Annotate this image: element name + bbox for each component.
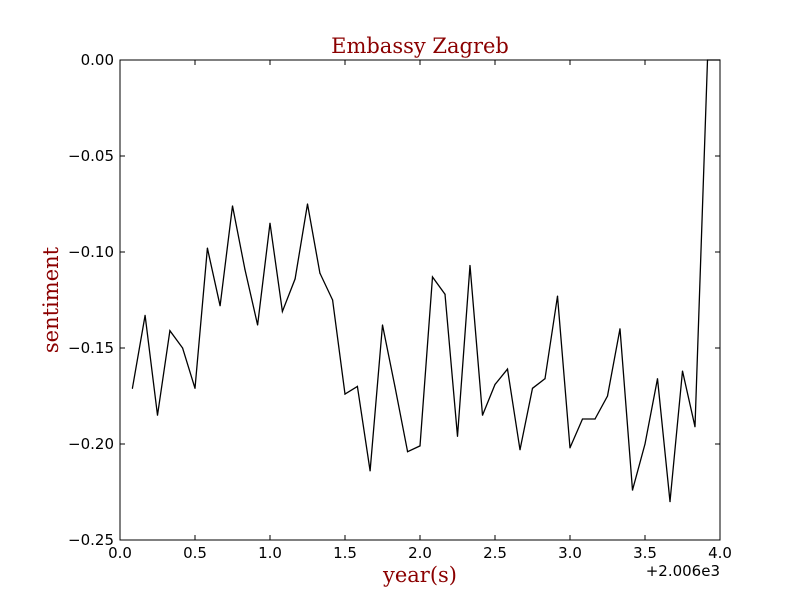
x-tick-label: 0.0 — [108, 544, 132, 562]
data-point — [444, 293, 446, 295]
data-point — [344, 393, 346, 395]
data-point — [169, 330, 171, 332]
data-point — [206, 247, 209, 249]
y-tick-label: −0.05 — [68, 147, 114, 165]
data-point — [256, 324, 259, 326]
data-point — [569, 447, 571, 449]
y-tick-label: 0.00 — [81, 51, 114, 69]
data-point — [219, 305, 221, 307]
y-tick-label: −0.10 — [68, 243, 114, 261]
data-point — [719, 59, 721, 61]
x-tick-label: 3.5 — [633, 544, 657, 562]
x-tick-label: 3.0 — [558, 544, 582, 562]
data-point — [319, 272, 321, 274]
data-point — [281, 310, 284, 313]
data-point — [231, 205, 234, 207]
data-point — [356, 385, 359, 387]
plot-area — [119, 59, 721, 541]
series-line — [131, 59, 720, 502]
data-point — [194, 387, 196, 389]
data-point — [144, 314, 146, 316]
data-point — [431, 276, 434, 278]
x-tick-label: 1.0 — [258, 544, 282, 562]
data-point — [306, 203, 309, 205]
x-axis-offset-label: +2.006e3 — [646, 562, 720, 580]
data-point — [581, 418, 584, 420]
x-tick-label: 2.5 — [483, 544, 507, 562]
data-point — [506, 368, 509, 370]
y-tick-label: −0.15 — [68, 339, 114, 357]
data-point — [594, 418, 596, 420]
data-point — [156, 414, 159, 416]
chart-title: Embassy Zagreb — [331, 34, 509, 58]
data-point — [694, 426, 696, 428]
y-tick-label: −0.20 — [68, 435, 114, 453]
y-axis: 0.00 −0.05 −0.10 −0.15 −0.20 −0.25 — [68, 51, 720, 549]
data-point — [469, 264, 471, 267]
data-point — [381, 324, 384, 326]
series-layer — [131, 59, 721, 503]
y-axis-label: sentiment — [39, 246, 63, 353]
data-point — [369, 470, 371, 472]
x-axis: 0.0 0.5 1.0 1.5 2.0 2.5 3.0 3.5 4.0 — [108, 60, 732, 562]
data-point — [544, 378, 546, 380]
data-point — [556, 295, 559, 297]
data-point — [606, 395, 609, 397]
data-point — [494, 383, 496, 386]
data-point — [131, 387, 134, 389]
data-point — [706, 59, 709, 61]
data-point — [481, 414, 484, 416]
data-point — [269, 222, 271, 224]
data-point — [456, 435, 459, 437]
data-point — [181, 347, 184, 349]
x-tick-label: 2.0 — [408, 544, 432, 562]
data-point — [406, 451, 409, 453]
data-point — [644, 443, 646, 445]
data-point — [331, 299, 334, 301]
y-tick-label: −0.25 — [68, 531, 114, 549]
data-point — [519, 449, 521, 451]
data-point — [681, 370, 684, 372]
data-point — [656, 378, 659, 380]
data-point — [669, 501, 671, 503]
data-point — [294, 278, 296, 280]
x-tick-label: 1.5 — [333, 544, 357, 562]
data-point — [631, 489, 634, 491]
data-point — [619, 328, 621, 330]
data-point — [244, 268, 246, 270]
x-axis-label: year(s) — [382, 563, 457, 587]
data-point — [419, 445, 421, 447]
data-point — [531, 387, 534, 389]
x-tick-label: 4.0 — [708, 544, 732, 562]
data-point — [394, 385, 396, 387]
x-tick-label: 0.5 — [183, 544, 207, 562]
